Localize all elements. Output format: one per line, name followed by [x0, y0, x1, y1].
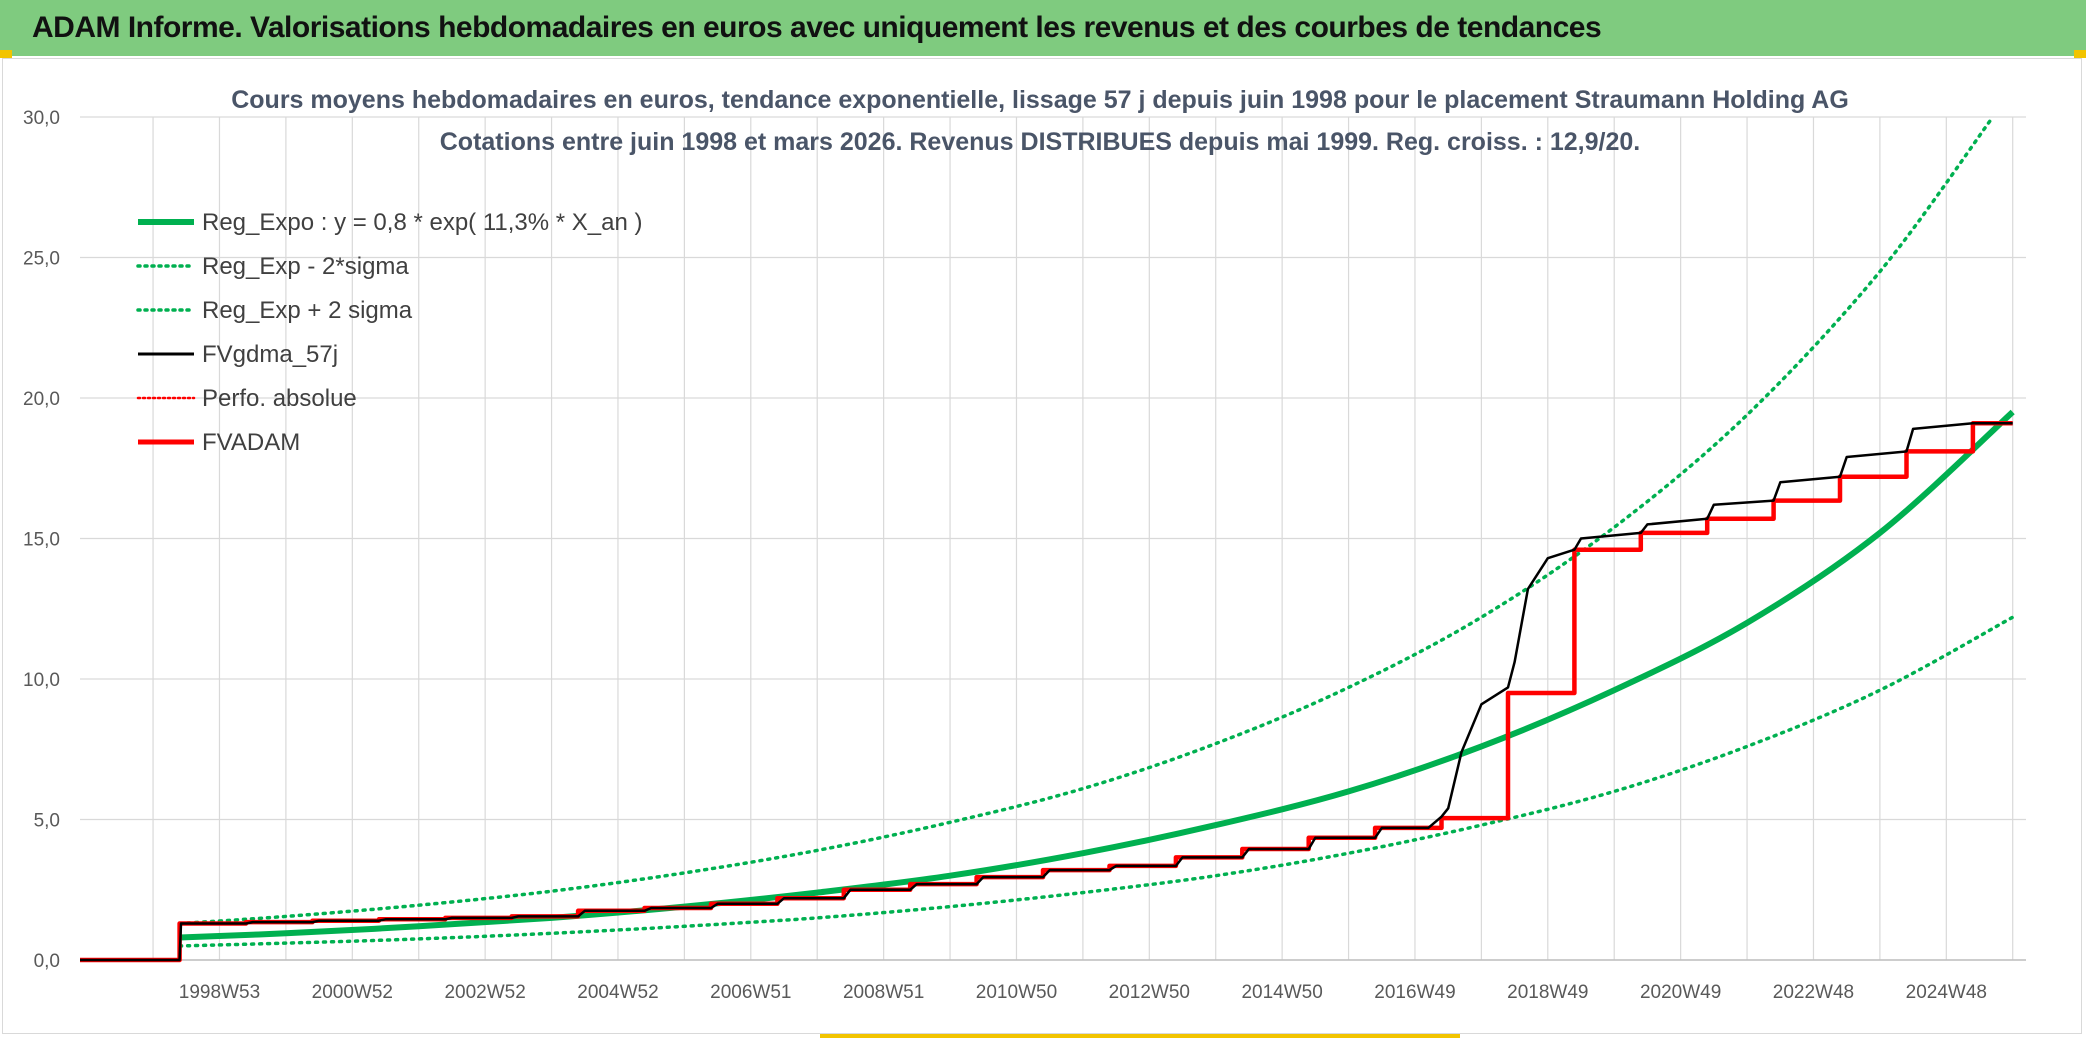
y-tick-label: 25,0 [23, 249, 60, 270]
legend-label: Reg_Exp + 2 sigma [202, 297, 413, 324]
x-tick-label: 1998W53 [179, 982, 260, 1003]
legend-label: Reg_Expo : y = 0,8 * exp( 11,3% * X_an ) [202, 209, 642, 236]
corner-accent-left [0, 50, 12, 58]
report-title: ADAM Informe. Valorisations hebdomadaire… [32, 11, 1602, 44]
series-fvgdma-57j [80, 422, 2013, 962]
series-reg-exp-2-sigma [177, 615, 2015, 948]
x-tick-label: 2004W52 [577, 982, 658, 1003]
x-tick-label: 2018W49 [1507, 982, 1588, 1003]
chart-series [80, 115, 2015, 963]
x-tick-label: 2022W48 [1773, 982, 1854, 1003]
chart-title: Cours moyens hebdomadaires en euros, ten… [231, 86, 1849, 114]
series-reg-expo-y-0-8-exp-11-3-x-an [179, 409, 2015, 941]
legend-label: Perfo. absolue [202, 385, 357, 412]
chart-legend: Reg_Expo : y = 0,8 * exp( 11,3% * X_an )… [136, 209, 642, 456]
x-tick-label: 2002W52 [444, 982, 525, 1003]
series-reg-exp-2-sigma [177, 115, 1995, 926]
x-tick-label: 2020W49 [1640, 982, 1721, 1003]
x-tick-label: 2014W50 [1241, 982, 1322, 1003]
x-tick-label: 2010W50 [976, 982, 1057, 1003]
x-tick-label: 2008W51 [843, 982, 924, 1003]
x-tick-label: 2016W49 [1374, 982, 1455, 1003]
y-tick-label: 0,0 [34, 951, 60, 972]
report-header: ADAM Informe. Valorisations hebdomadaire… [0, 0, 2086, 56]
y-tick-label: 10,0 [23, 670, 60, 691]
x-tick-label: 2012W50 [1109, 982, 1190, 1003]
chart-frame [2, 58, 2082, 1034]
y-tick-label: 15,0 [23, 530, 60, 551]
legend-label: FVADAM [202, 429, 300, 456]
y-tick-label: 5,0 [34, 811, 60, 832]
chart-grid [80, 116, 2026, 961]
y-axis-ticks: 0,0 5,0 10,0 15,0 20,0 25,0 30,0 [23, 108, 60, 972]
y-tick-label: 30,0 [23, 108, 60, 129]
x-tick-label: 2006W51 [710, 982, 791, 1003]
x-axis-ticks: 1998W53 2000W52 2002W52 2004W52 2006W51 2008W… [179, 982, 1987, 1003]
x-tick-label: 2000W52 [312, 982, 393, 1003]
legend-label: Reg_Exp - 2*sigma [202, 253, 409, 280]
corner-accent-right [2074, 50, 2086, 58]
y-tick-label: 20,0 [23, 389, 60, 410]
legend-label: FVgdma_57j [202, 341, 338, 368]
bottom-accent [820, 1034, 1460, 1038]
x-tick-label: 2024W48 [1906, 982, 1987, 1003]
chart-subtitle: Cotations entre juin 1998 et mars 2026. … [440, 128, 1640, 156]
